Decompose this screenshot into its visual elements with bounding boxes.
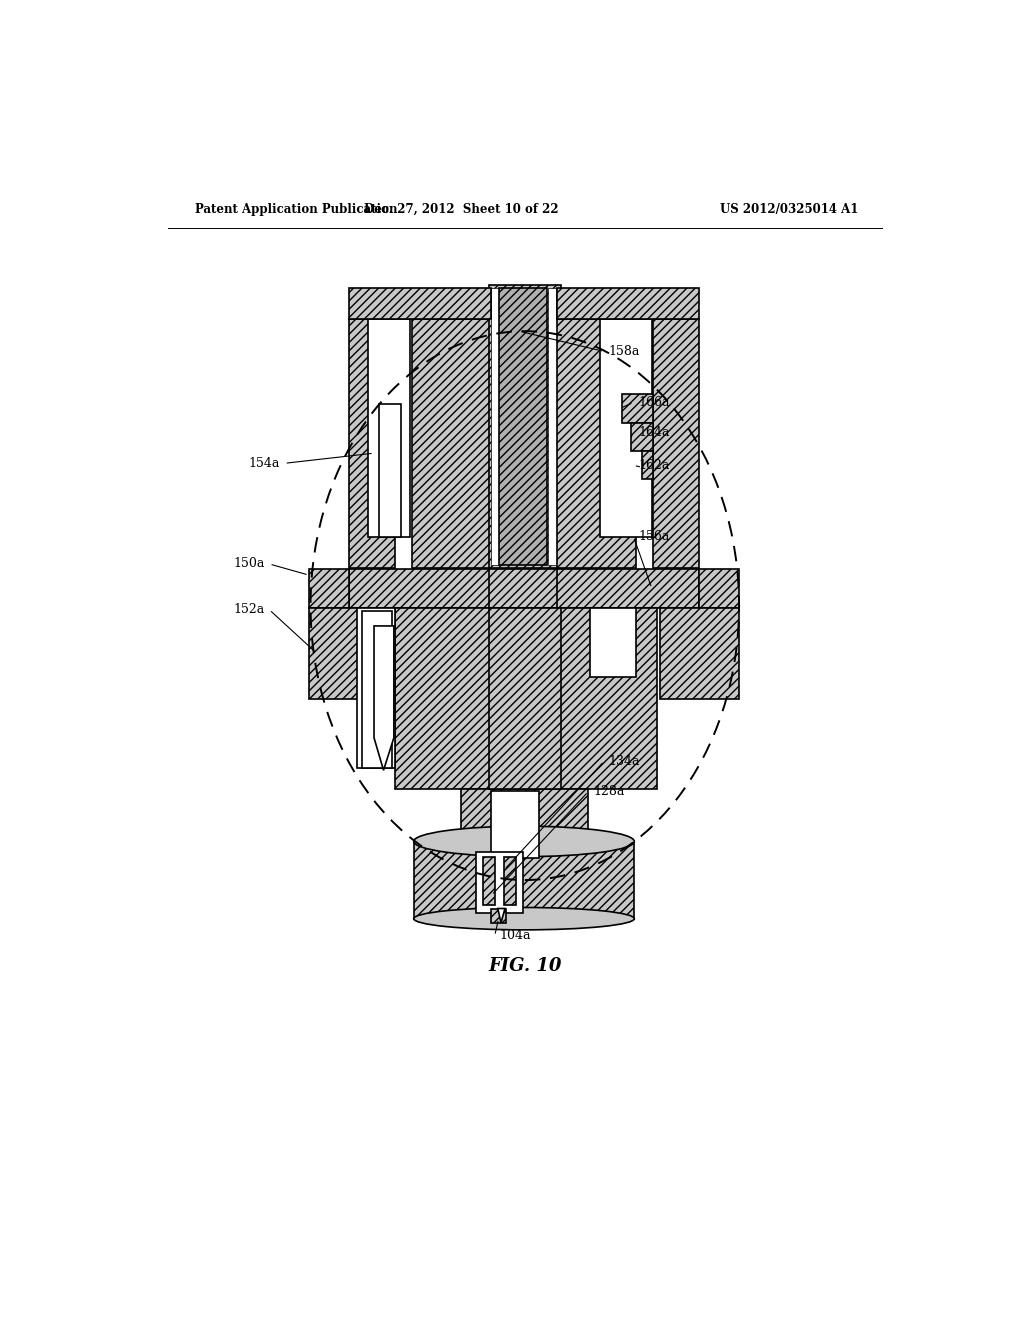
Bar [557,289,699,319]
Text: Patent Application Publication: Patent Application Publication [196,203,398,215]
Bar [659,607,739,700]
Bar [309,569,348,607]
Bar [348,319,394,568]
Bar [412,319,492,568]
Text: 150a: 150a [233,557,264,570]
Bar [699,569,739,607]
Text: 128a: 128a [593,785,625,799]
Bar [492,908,506,923]
Bar [356,607,394,768]
Bar [504,857,516,906]
Bar [475,851,523,912]
Text: FIG. 10: FIG. 10 [488,957,561,975]
Text: 166a: 166a [638,396,670,409]
Bar [362,611,392,768]
Bar [379,404,401,536]
Bar [631,422,653,451]
Text: 154a: 154a [248,457,280,470]
Bar [482,857,495,906]
Bar [309,607,388,700]
Bar [348,569,492,607]
Polygon shape [498,908,505,923]
Bar [548,289,556,565]
Bar [600,319,651,536]
Ellipse shape [414,907,634,929]
Bar [492,791,539,858]
Bar [414,841,634,919]
Bar [557,569,699,607]
Bar [489,607,560,788]
Text: 158a: 158a [609,345,640,358]
Text: 156a: 156a [638,531,670,543]
Bar [489,285,560,568]
Bar [557,319,636,568]
Text: 134a: 134a [609,755,640,768]
Polygon shape [374,626,394,771]
Bar [490,289,499,565]
Bar [590,607,636,677]
Text: 104a: 104a [500,929,530,942]
Bar [489,569,560,607]
Bar [642,451,653,479]
Bar [369,319,410,536]
Bar [653,319,699,568]
Text: 162a: 162a [638,459,670,471]
Bar [622,395,653,422]
Text: 152a: 152a [233,603,264,616]
Text: 164a: 164a [638,426,670,440]
Bar [394,607,656,788]
Bar [461,788,588,859]
Text: Dec. 27, 2012  Sheet 10 of 22: Dec. 27, 2012 Sheet 10 of 22 [364,203,559,215]
Text: US 2012/0325014 A1: US 2012/0325014 A1 [720,203,858,215]
Ellipse shape [414,826,634,857]
Bar [500,289,547,565]
Bar [348,289,492,319]
